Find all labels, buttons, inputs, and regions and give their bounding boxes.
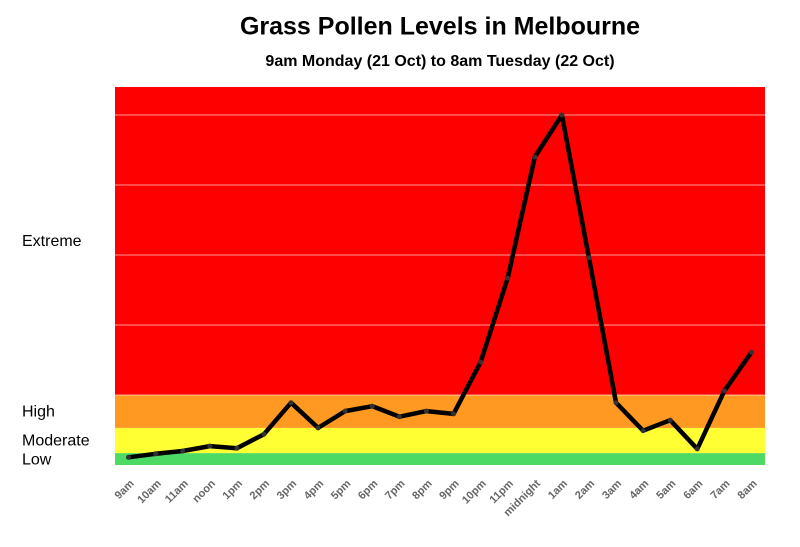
chart-subtitle: 9am Monday (21 Oct) to 8am Tuesday (22 O… bbox=[265, 53, 614, 70]
data-point bbox=[748, 349, 754, 355]
data-point bbox=[261, 431, 267, 437]
data-point bbox=[369, 403, 375, 409]
x-tick-label: 7pm bbox=[383, 478, 408, 503]
data-point bbox=[559, 112, 565, 118]
level-band bbox=[115, 453, 765, 465]
x-tick-label: 5pm bbox=[329, 478, 354, 503]
data-point bbox=[396, 414, 402, 420]
x-tick-label: 2pm bbox=[248, 478, 273, 503]
chart-title: Grass Pollen Levels in Melbourne bbox=[240, 13, 640, 41]
data-point bbox=[288, 400, 294, 406]
level-label: High bbox=[22, 404, 55, 421]
data-point bbox=[613, 400, 619, 406]
x-tick-label: noon bbox=[190, 478, 218, 506]
data-point bbox=[234, 445, 240, 451]
x-tick-label: 7am bbox=[708, 478, 732, 502]
x-tick-label: 4pm bbox=[302, 478, 327, 503]
x-tick-label: 8pm bbox=[410, 478, 435, 503]
data-point bbox=[342, 408, 348, 414]
level-label: Low bbox=[22, 451, 52, 468]
data-point bbox=[451, 411, 457, 417]
x-tick-label: 9pm bbox=[437, 478, 462, 503]
x-tick-label: 3pm bbox=[275, 478, 300, 503]
data-point bbox=[478, 359, 484, 365]
data-point bbox=[694, 446, 700, 452]
data-point bbox=[315, 425, 321, 431]
data-point bbox=[640, 428, 646, 434]
data-point bbox=[586, 255, 592, 261]
x-tick-label: 4am bbox=[627, 478, 651, 502]
x-tick-label: 1pm bbox=[221, 478, 246, 503]
x-tick-label: 3am bbox=[600, 478, 624, 502]
data-point bbox=[153, 451, 159, 457]
level-band bbox=[115, 87, 765, 395]
x-tick-label: 10am bbox=[135, 478, 164, 507]
data-point bbox=[207, 443, 213, 449]
x-tick-label: 6pm bbox=[356, 478, 381, 503]
data-point bbox=[505, 275, 511, 281]
data-point bbox=[532, 154, 538, 160]
x-tick-label: 6am bbox=[681, 478, 705, 502]
level-label: Moderate bbox=[22, 433, 90, 450]
x-tick-label: 2am bbox=[573, 478, 597, 502]
x-tick-label: 11am bbox=[163, 478, 191, 506]
data-point bbox=[667, 417, 673, 423]
level-label: Extreme bbox=[22, 233, 82, 250]
data-point bbox=[423, 408, 429, 414]
level-band bbox=[115, 427, 765, 454]
data-point bbox=[126, 454, 132, 460]
x-tick-label: 8am bbox=[736, 478, 760, 502]
data-line bbox=[126, 112, 754, 460]
x-tick-label: 1am bbox=[546, 478, 570, 502]
data-point bbox=[721, 388, 727, 394]
x-tick-label: 5am bbox=[654, 478, 678, 502]
x-tick-label: 9am bbox=[113, 478, 137, 502]
data-point bbox=[180, 448, 186, 454]
x-tick-label: 10pm bbox=[460, 478, 489, 507]
